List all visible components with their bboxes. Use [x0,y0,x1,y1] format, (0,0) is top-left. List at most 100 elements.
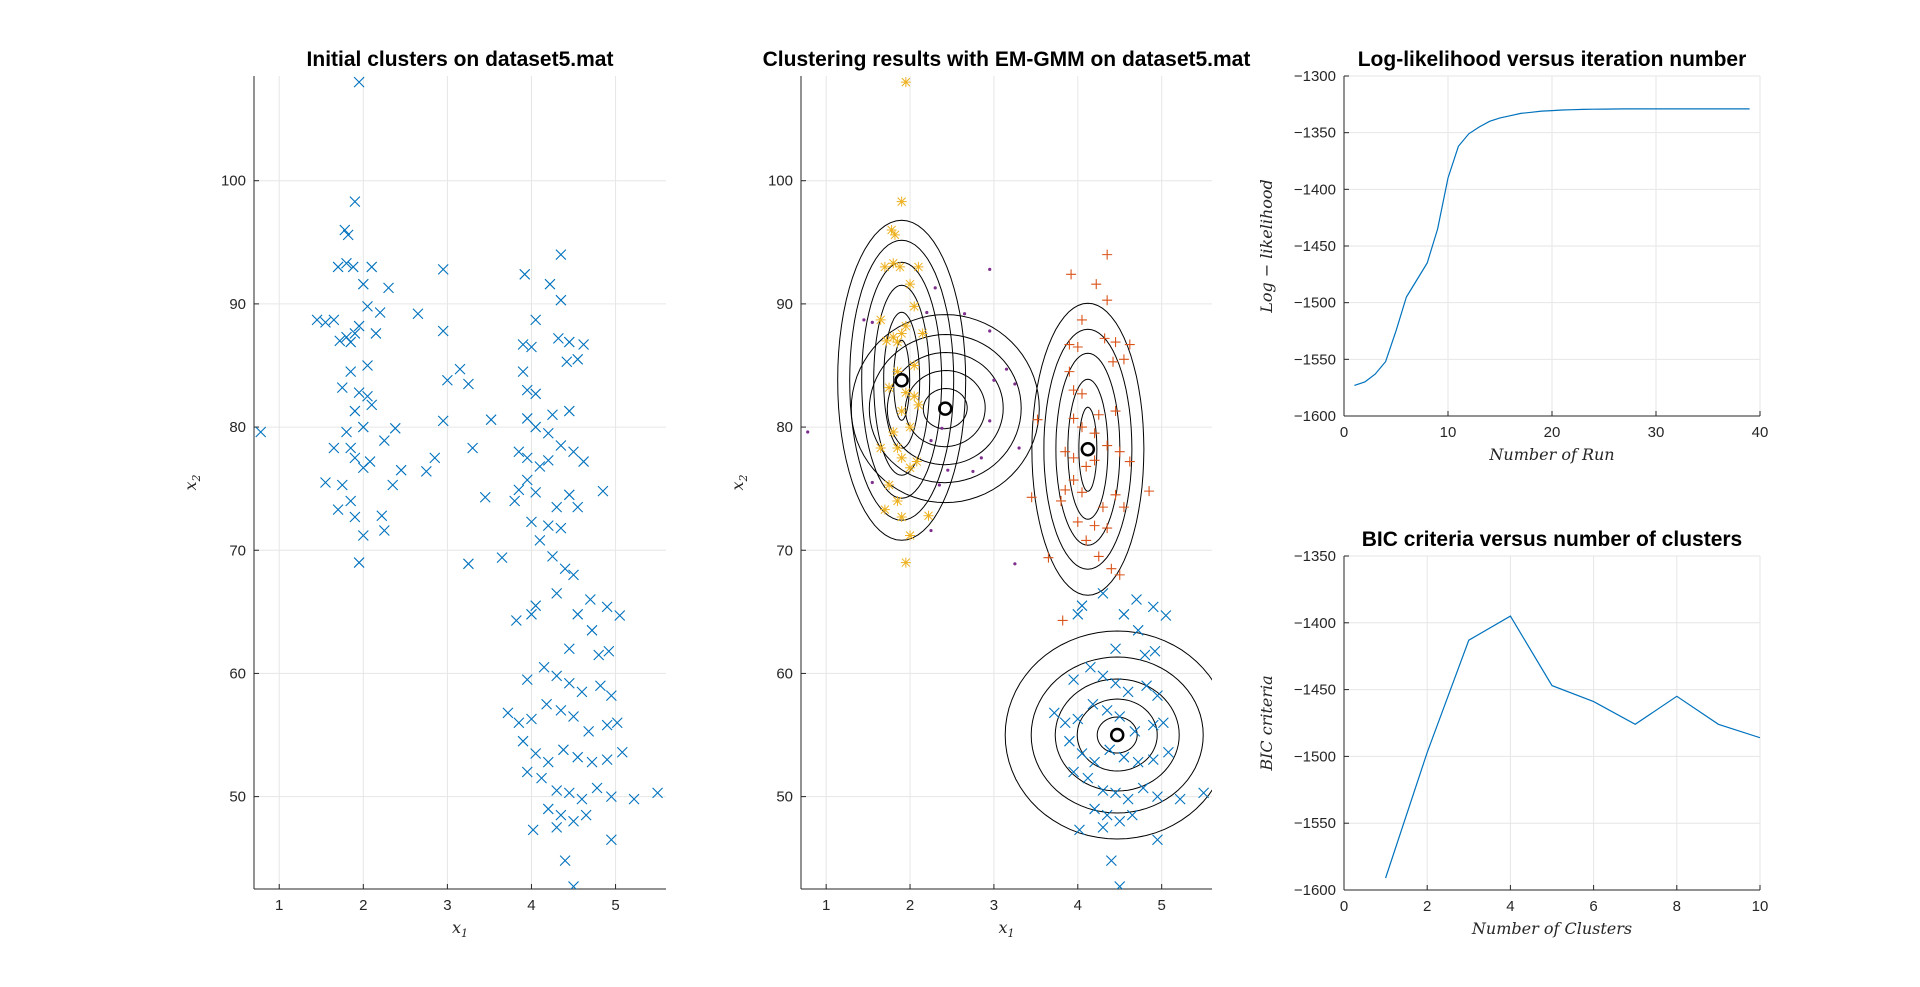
data-point [884,479,895,490]
data-point [892,495,903,506]
data-point [1118,354,1129,365]
data-point [1105,855,1117,867]
data-point [1076,388,1087,399]
y-axis-label: Log − likelihood [1257,179,1276,314]
data-point [937,483,941,487]
data-point [534,461,546,472]
data-point [988,267,992,271]
y-tick-label: −1350 [1294,125,1336,142]
data-point [1084,661,1096,673]
data-point [1076,487,1087,498]
data-point [597,485,609,497]
data-point [1110,787,1121,799]
data-point [1122,686,1134,698]
data-point [513,717,525,729]
data-point [357,421,369,433]
data-point [345,495,357,507]
x-axis-label-main: Number of Clusters [1471,919,1632,938]
data-point [576,686,588,698]
data-point [1198,787,1209,799]
chart-title: BIC criteria versus number of clusters [1362,528,1742,551]
data-point [1097,502,1108,513]
data-point [1089,520,1100,531]
x-tick-label: 1 [275,897,283,914]
data-point [526,608,537,620]
data-point [412,308,424,320]
data-point [584,594,596,605]
data-point [563,405,575,417]
data-point [551,587,563,599]
y-tick-label: 50 [776,789,793,806]
data-point [909,360,920,371]
data-point [463,378,474,390]
data-point [1013,562,1017,566]
data-point [1068,385,1079,396]
data-point [1064,339,1075,350]
y-tick-label: −1400 [1294,615,1336,632]
data-point [349,511,361,523]
data-point [362,300,373,312]
data-point [892,443,903,454]
data-point [551,670,563,682]
data-point [568,446,579,458]
data-point [551,785,563,796]
axes-1: 1 2 3 4 5 50 60 70 80 90 100 Initial clusters on da… [181,48,666,940]
data-point [374,307,386,318]
data-point [879,504,890,515]
data-point [349,452,361,464]
data-point [366,261,378,273]
x-tick-label: 3 [990,897,998,914]
data-point [349,328,361,339]
data-point [1076,314,1087,325]
data-point [601,754,613,766]
data-point [527,824,539,836]
data-point [1132,756,1144,768]
data-point [336,382,348,394]
contour-line [904,369,986,448]
data-point [563,677,575,689]
data-point [913,399,924,410]
series-1 [255,76,663,889]
data-point [530,600,542,612]
data-point [334,335,346,347]
y-tick-label: 100 [221,173,246,190]
data-point [1097,785,1109,796]
data-point [940,426,944,430]
data-point [536,772,547,784]
data-point [896,452,907,463]
data-point [383,282,394,294]
axes-2: 1 2 3 4 5 50 60 70 80 90 100 Clustering results wit… [728,48,1250,940]
data-point [521,384,533,396]
data-point [1026,492,1037,503]
cluster-center-marker [894,373,909,388]
data-point [551,501,563,513]
data-point [1089,803,1100,815]
x-tick-label: 10 [1752,898,1769,915]
y-axis-label-main: x [728,481,747,490]
data-point [320,477,331,488]
data-point [586,756,598,768]
data-point [946,468,950,472]
data-point [595,680,606,692]
data-point [1068,475,1079,486]
data-point [1082,772,1094,784]
data-point [542,520,554,532]
y-tick-label: 60 [229,665,246,682]
data-point [521,413,533,424]
data-point [1099,333,1110,344]
data-point [328,314,340,326]
data-point [1089,756,1100,768]
data-point [1141,680,1152,692]
data-point [1152,690,1163,701]
data-point [328,442,340,454]
data-point [496,552,508,564]
data-point [929,439,933,443]
data-point [485,414,497,426]
data-point [1076,748,1088,759]
y-tick-label: 50 [229,789,246,806]
data-point [892,366,903,377]
data-point [1072,516,1083,527]
data-point [896,511,907,522]
x-tick-label: 5 [1158,897,1166,914]
y-axis-label-main: BIC criteria [1257,675,1276,771]
